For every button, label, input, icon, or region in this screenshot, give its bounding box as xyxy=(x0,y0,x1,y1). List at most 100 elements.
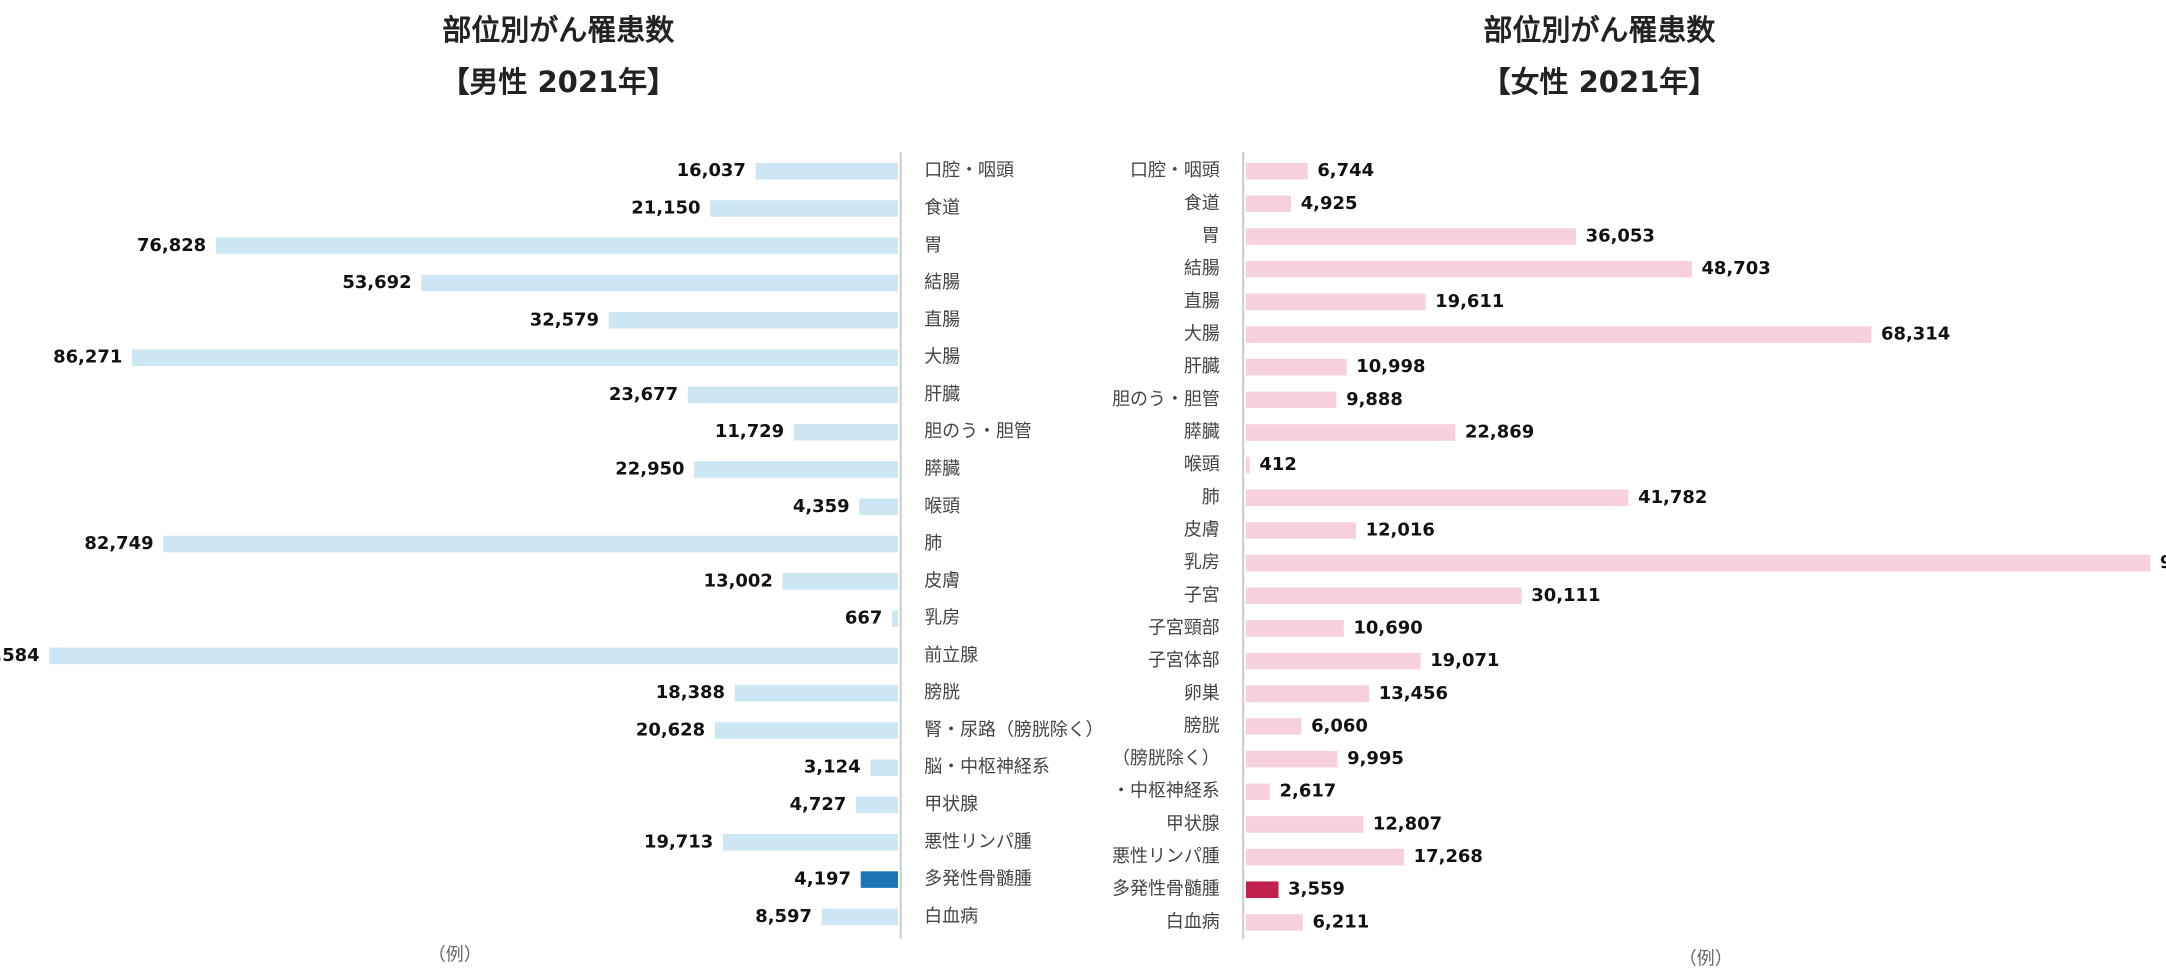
bar xyxy=(1245,195,1292,213)
bar xyxy=(1245,816,1364,833)
category-label: 悪性リンパ腫 xyxy=(1112,846,1220,867)
category-label: 乳房 xyxy=(1184,552,1220,573)
value-label: 3,124 xyxy=(804,757,861,778)
category-label: 白血病 xyxy=(1166,911,1220,932)
bar xyxy=(215,237,898,255)
value-label: 19,071 xyxy=(1430,650,1499,671)
category-label: 腎・尿路（膀胱除く） xyxy=(924,719,1103,740)
bar xyxy=(755,162,898,180)
value-label: 12,807 xyxy=(1373,813,1442,834)
bar xyxy=(1245,620,1344,637)
value-label: 3,559 xyxy=(1288,879,1345,900)
note: （例） xyxy=(428,945,482,966)
category-label: 悪性リンパ腫 xyxy=(924,831,1032,852)
value-label: 82,749 xyxy=(84,533,153,554)
bar xyxy=(1245,652,1421,670)
category-label: 前立腺 xyxy=(924,645,978,666)
bar xyxy=(734,684,898,702)
bar xyxy=(1245,750,1338,768)
value-label: 9,995 xyxy=(1347,748,1404,769)
category-label: 大腸 xyxy=(1184,324,1220,345)
category-label: 多発性骨髄腫 xyxy=(1112,879,1220,900)
chart-title: 部位別がん罹患数 xyxy=(1483,13,1716,47)
bar xyxy=(1245,489,1629,507)
value-label: 22,950 xyxy=(615,458,684,479)
category-label: 直腸 xyxy=(1184,291,1220,312)
value-label: 19,713 xyxy=(644,831,713,852)
value-label: 68,314 xyxy=(1881,324,1950,345)
bar xyxy=(1245,424,1456,441)
bar xyxy=(163,535,898,553)
category-label: 脳・中枢神経系 xyxy=(924,757,1050,778)
value-label: 36,053 xyxy=(1586,226,1655,247)
category-label: 肝臓 xyxy=(1184,356,1220,377)
value-label: 16,037 xyxy=(677,160,746,181)
bar xyxy=(1245,260,1692,278)
value-label: 23,677 xyxy=(609,384,678,405)
bar xyxy=(1245,456,1250,474)
value-label: 53,692 xyxy=(342,272,411,293)
bar xyxy=(892,610,898,627)
category-label: （膀胱除く） xyxy=(1112,748,1220,769)
category-label: 膵臓 xyxy=(924,458,960,479)
value-label: 17,268 xyxy=(1414,846,1483,867)
bar xyxy=(821,908,898,926)
chart-subtitle: 【男性 2021年】 xyxy=(440,65,676,99)
bar xyxy=(1245,685,1370,703)
category-label: 結腸 xyxy=(924,272,960,293)
category-label: 食道 xyxy=(924,198,960,219)
chart-title: 部位別がん罹患数 xyxy=(442,13,675,47)
category-label: 子宮 xyxy=(1184,585,1220,606)
value-label: 12,016 xyxy=(1366,519,1435,540)
value-label: 6,060 xyxy=(1311,715,1368,736)
value-label: 412 xyxy=(1259,454,1296,475)
category-label: 大腸 xyxy=(924,347,960,368)
bar xyxy=(859,498,898,516)
category-label: 肺 xyxy=(924,533,942,554)
bar xyxy=(421,274,898,292)
value-label: 9,888 xyxy=(1346,389,1403,410)
bar xyxy=(608,312,898,329)
category-label: 胃 xyxy=(1202,226,1220,247)
value-label: 13,456 xyxy=(1379,683,1448,704)
value-label: 18,388 xyxy=(656,682,725,703)
category-label: 子宮頸部 xyxy=(1148,617,1220,638)
category-label: 卵巣 xyxy=(1184,683,1220,704)
bar xyxy=(687,386,898,404)
bar xyxy=(1245,391,1337,409)
value-label: 11,729 xyxy=(715,421,784,442)
bar xyxy=(1245,228,1576,245)
category-label: 白血病 xyxy=(924,906,978,927)
value-label: 4,925 xyxy=(1301,193,1358,214)
category-label: 結腸 xyxy=(1184,258,1220,279)
bar xyxy=(710,200,898,217)
bar xyxy=(1245,881,1279,899)
category-label: ・中枢神経系 xyxy=(1112,781,1220,802)
category-label: 喉頭 xyxy=(1184,454,1220,475)
value-label: 4,197 xyxy=(794,869,851,890)
bar xyxy=(782,573,898,590)
value-label: 6,744 xyxy=(1317,160,1374,181)
bar xyxy=(1245,522,1356,539)
category-label: 胆のう・胆管 xyxy=(924,421,1032,442)
category-label: 直腸 xyxy=(924,309,960,330)
value-label: 20,628 xyxy=(636,719,705,740)
category-label: 乳房 xyxy=(924,608,960,629)
category-label: 甲状腺 xyxy=(924,794,978,815)
category-label: 肺 xyxy=(1202,487,1220,508)
value-label: 2,617 xyxy=(1280,781,1337,802)
value-label: 13,002 xyxy=(704,570,773,591)
bar xyxy=(870,759,898,777)
value-label: 6,211 xyxy=(1312,911,1369,932)
category-label: 喉頭 xyxy=(924,496,960,517)
value-label: 4,727 xyxy=(790,794,847,815)
category-label: 胃 xyxy=(924,235,942,256)
category-label: 食道 xyxy=(1184,193,1220,214)
value-label: 95,584 xyxy=(0,645,40,666)
bar xyxy=(714,722,898,739)
bar xyxy=(1245,848,1405,866)
value-label: 8,597 xyxy=(755,906,812,927)
category-label: 膵臓 xyxy=(1184,421,1220,442)
value-label: 30,111 xyxy=(1531,585,1600,606)
bar xyxy=(131,349,898,366)
